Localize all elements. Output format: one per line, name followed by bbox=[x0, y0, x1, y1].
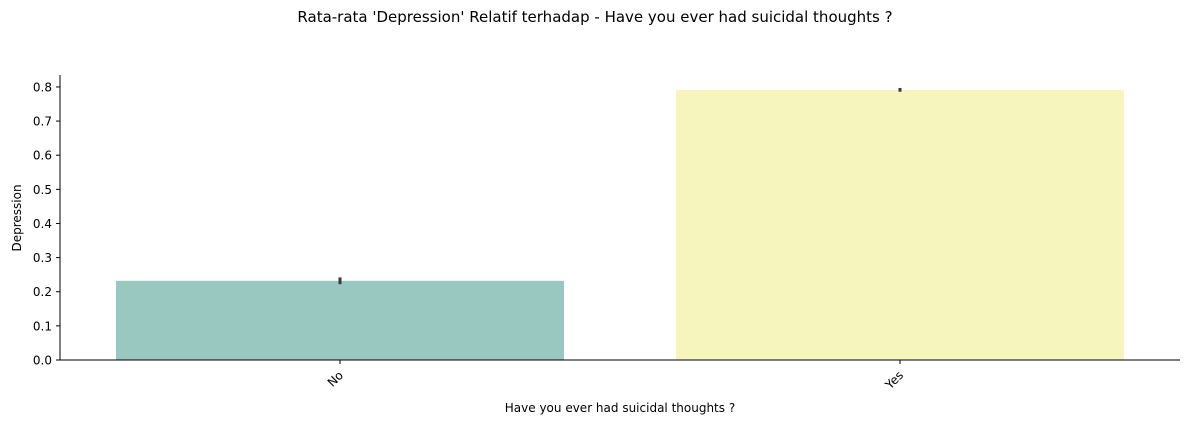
y-tick-label: 0.4 bbox=[33, 217, 52, 231]
y-tick-label: 0.7 bbox=[33, 115, 52, 129]
x-axis-ticks: No Yes bbox=[325, 360, 906, 393]
y-tick-label: 0.8 bbox=[33, 80, 52, 94]
x-tick-label: No bbox=[325, 368, 346, 389]
x-tick-label: Yes bbox=[882, 368, 906, 392]
y-tick-label: 0.5 bbox=[33, 183, 52, 197]
y-axis-ticks: 0.0 0.1 0.2 0.3 0.4 0.5 0.6 0.7 0.8 bbox=[33, 80, 60, 368]
bar-no bbox=[116, 280, 564, 360]
y-axis-label: Depression bbox=[10, 184, 24, 251]
plot-area bbox=[116, 87, 1124, 360]
bar-yes bbox=[676, 90, 1124, 360]
y-tick-label: 0.6 bbox=[33, 149, 52, 163]
y-tick-label: 0.0 bbox=[33, 354, 52, 368]
y-tick-label: 0.2 bbox=[33, 285, 52, 299]
x-axis-label: Have you ever had suicidal thoughts ? bbox=[505, 401, 735, 415]
y-tick-label: 0.3 bbox=[33, 251, 52, 265]
chart-title: Rata-rata 'Depression' Relatif terhadap … bbox=[297, 8, 892, 26]
y-tick-label: 0.1 bbox=[33, 319, 52, 333]
